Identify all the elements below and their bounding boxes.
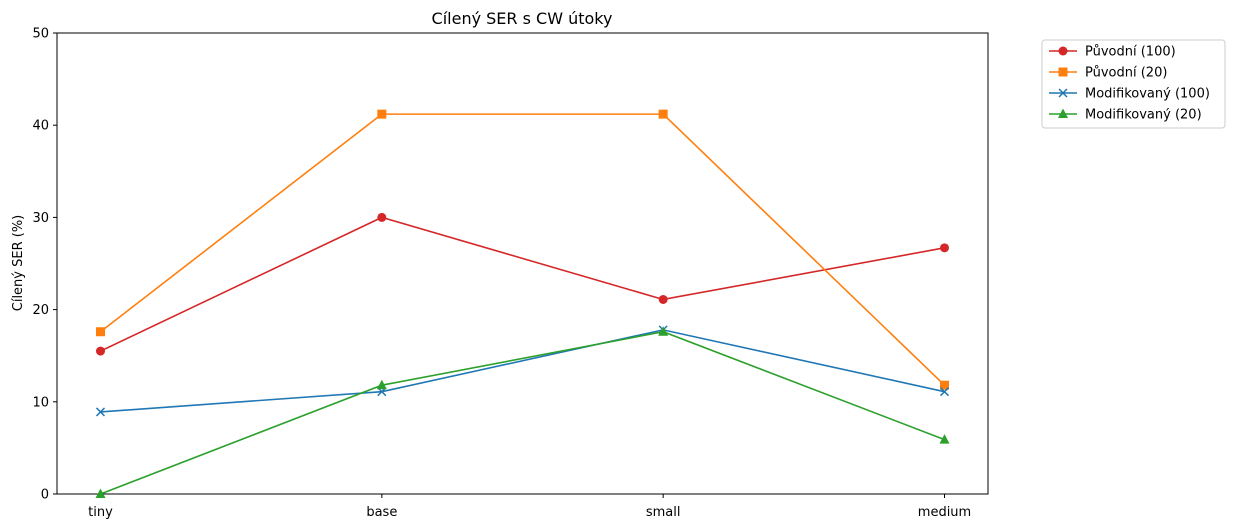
legend-entry-3-label: Modifikovaný (100) [1085, 87, 1210, 102]
y-tick-label-0: 0 [41, 488, 49, 503]
x-tick-label-small: small [646, 505, 681, 520]
series-1-line [100, 216, 945, 352]
x-tick-label-medium: medium [918, 505, 971, 520]
y-axis-label: Cílený SER (%) [11, 215, 26, 312]
y-tick-label-50: 50 [32, 27, 49, 42]
series-1-point-small [658, 294, 668, 304]
legend-entry-4: Modifikovaný (20) [1049, 108, 1202, 123]
x-tick-label-base: base [366, 505, 397, 520]
plot-area: 0 10 20 30 40 50 tiny base small medium [32, 27, 989, 520]
series-3-line [100, 329, 945, 413]
y-tick-label-20: 20 [32, 303, 49, 318]
series-1-point-base [377, 212, 387, 222]
legend-entry-2-marker [1058, 67, 1068, 77]
series-2-point-base [377, 109, 387, 119]
legend-entry-1: Původní (100) [1049, 45, 1176, 60]
plot-frame [56, 32, 989, 495]
legend-entry-3: Modifikovaný (100) [1049, 87, 1210, 102]
series-4-point-base [376, 379, 387, 390]
series-2-point-small [658, 109, 668, 119]
chart-title: Cílený SER s CW útoky [432, 9, 613, 28]
legend-box [1041, 39, 1226, 129]
series-2-line [100, 113, 946, 386]
series-3 [95, 325, 950, 417]
series-4-point-small [658, 326, 669, 336]
legend-entry-1-marker [1058, 46, 1068, 56]
series-3-point-tiny [95, 407, 106, 417]
legend-entry-2: Původní (20) [1049, 66, 1167, 81]
series-1-point-medium [940, 243, 949, 253]
legend-entry-3-marker [1058, 88, 1068, 98]
series-3-point-medium [939, 387, 950, 397]
series-4-point-medium [939, 434, 950, 444]
legend-entry-4-label: Modifikovaný (20) [1085, 108, 1202, 123]
legend-entry-4-marker [1058, 108, 1068, 118]
y-tick-label-40: 40 [32, 119, 49, 134]
y-tick-label-10: 10 [32, 395, 49, 410]
legend-entry-1-label: Původní (100) [1085, 45, 1176, 60]
series-1 [96, 212, 949, 356]
series-4-line [100, 330, 945, 495]
series-2-point-tiny [96, 327, 105, 337]
series-4-point-tiny [95, 488, 106, 498]
series-2-point-medium [940, 380, 949, 390]
legend: Původní (100) Původní (20) Modifikovaný (1… [1041, 39, 1226, 129]
legend-entry-2-label: Původní (20) [1085, 66, 1167, 81]
y-tick-label-30: 30 [32, 211, 49, 226]
series-4 [95, 326, 950, 498]
series-1-point-tiny [96, 346, 105, 356]
series-2 [96, 109, 949, 390]
x-tick-label-tiny: tiny [88, 505, 113, 520]
